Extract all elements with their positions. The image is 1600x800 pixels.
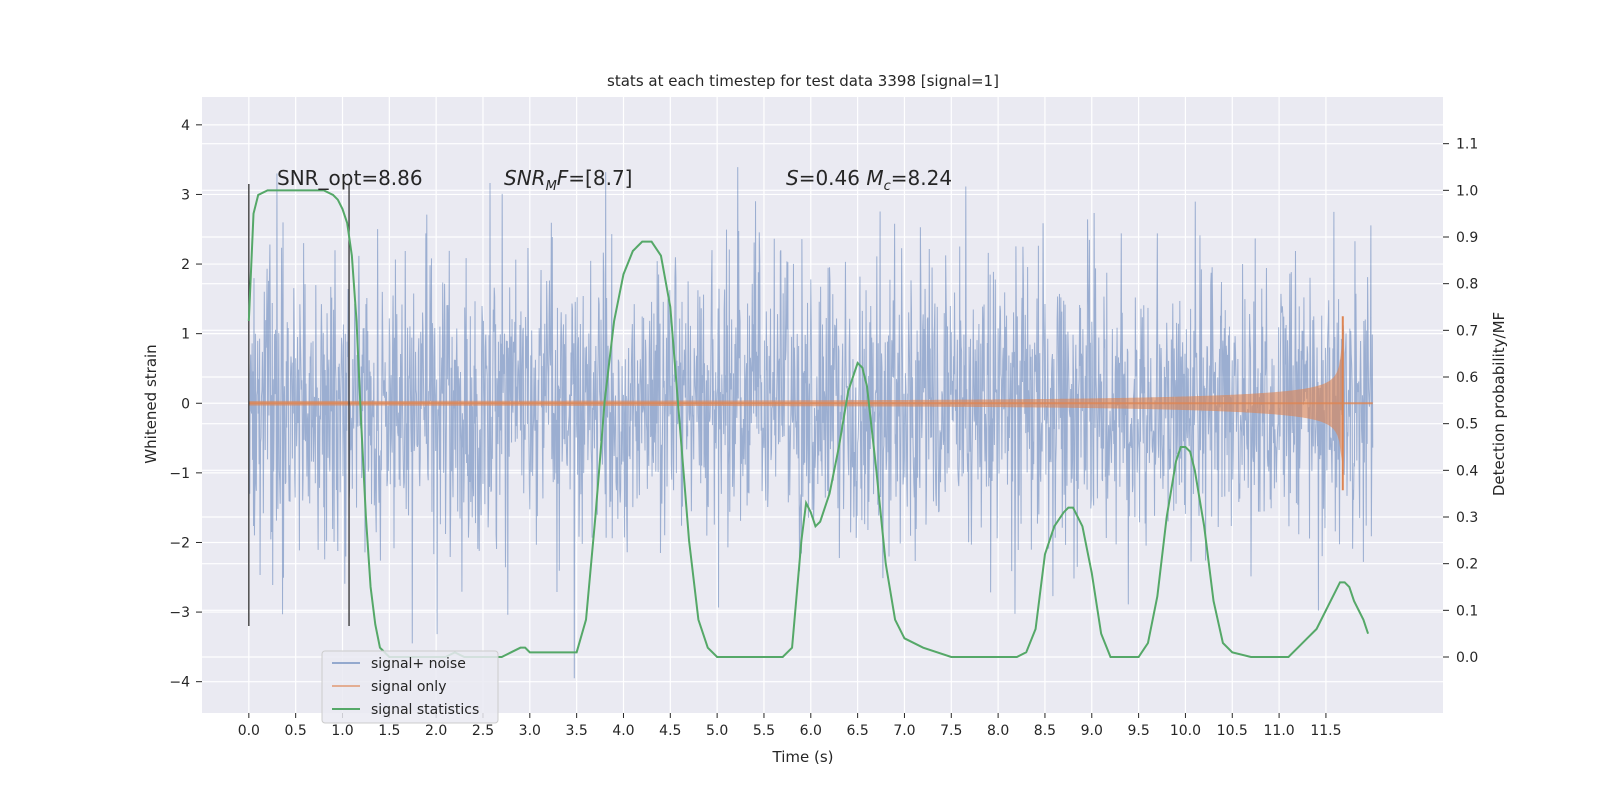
x-tick-label: 8.5 <box>1034 723 1056 739</box>
x-tick-label: 7.0 <box>893 723 915 739</box>
x-tick-label: 10.0 <box>1170 723 1201 739</box>
legend-signal-label: signal only <box>371 679 446 695</box>
signal-statistics-series <box>247 189 1370 658</box>
mc-value: =8.24 <box>891 166 952 190</box>
y-tick-label: −4 <box>169 675 190 691</box>
right-tick-label: 0.7 <box>1456 323 1478 339</box>
x-tick-label: 3.0 <box>519 723 541 739</box>
snr-symbol: SNR <box>504 166 546 190</box>
y-tick-label: −3 <box>169 605 190 621</box>
annotations: SNR_opt=8.86 SNRMF=[8.7] S=0.46 Mc=8.24 <box>277 166 952 194</box>
x-tick-label: 6.0 <box>800 723 822 739</box>
y-axis-label: Whitened strain <box>142 344 160 463</box>
x-tick-label: 8.0 <box>987 723 1009 739</box>
x-tick-label: 7.5 <box>940 723 962 739</box>
right-axis-ticks: 0.0 0.1 0.2 0.3 0.4 0.5 0.6 0.7 0.8 0.9 1.0 1.1 <box>1443 137 1478 666</box>
x-tick-label: 11.0 <box>1264 723 1295 739</box>
s-value: =0.46 <box>799 166 867 190</box>
x-tick-label: 3.5 <box>566 723 588 739</box>
right-tick-label: 0.3 <box>1456 510 1478 526</box>
m-symbol: M <box>866 166 883 190</box>
y-tick-label: −2 <box>169 535 190 551</box>
x-tick-label: 2.0 <box>425 723 447 739</box>
mf-symbol-f: F <box>557 166 569 190</box>
right-tick-label: 0.8 <box>1456 277 1478 293</box>
mf-subscript-m: M <box>546 179 557 194</box>
snr-mf-value: =[8.7] <box>568 166 632 190</box>
x-tick-label: 10.5 <box>1217 723 1248 739</box>
legend-stats-label: signal statistics <box>371 702 479 718</box>
y-tick-label: 4 <box>181 118 190 134</box>
x-tick-label: 4.5 <box>659 723 681 739</box>
x-tick-label: 6.5 <box>846 723 868 739</box>
right-tick-label: 0.5 <box>1456 417 1478 433</box>
y-tick-label: 3 <box>181 187 190 203</box>
right-tick-label: 0.2 <box>1456 557 1478 573</box>
annotation-s-mc: S=0.46 Mc=8.24 <box>786 166 952 194</box>
y-tick-label: 2 <box>181 257 190 273</box>
legend-noise-label: signal+ noise <box>371 656 466 672</box>
legend: signal+ noise signal only signal statist… <box>321 650 499 724</box>
x-axis-label: Time (s) <box>772 748 834 766</box>
snr-opt-text: SNR_opt=8.86 <box>277 166 423 190</box>
x-axis-ticks: 0.0 0.5 1.0 1.5 2.0 2.5 3.0 3.5 4.0 4.5 5.0 5.5 6.0 6… <box>238 713 1342 739</box>
signal-only-series <box>248 316 1373 491</box>
right-tick-label: 1.1 <box>1456 137 1478 153</box>
right-tick-label: 0.6 <box>1456 370 1478 386</box>
right-tick-label: 0.4 <box>1456 463 1478 479</box>
x-tick-label: 4.0 <box>612 723 634 739</box>
y-tick-label: 0 <box>181 396 190 412</box>
y-tick-label: 1 <box>181 327 190 343</box>
x-tick-label: 11.5 <box>1310 723 1341 739</box>
y-tick-label: −1 <box>169 466 190 482</box>
right-axis-label: Detection probability/MF <box>1490 312 1508 496</box>
x-tick-label: 1.5 <box>378 723 400 739</box>
signal-plus-noise-series <box>248 167 1374 679</box>
vertical-markers <box>248 184 350 626</box>
annotation-snr-mf: SNRMF=[8.7] <box>504 166 632 194</box>
x-tick-label: 5.5 <box>753 723 775 739</box>
x-tick-label: 9.0 <box>1081 723 1103 739</box>
x-tick-label: 1.0 <box>331 723 353 739</box>
annotation-snr-opt: SNR_opt=8.86 <box>277 166 423 190</box>
legend-box <box>321 650 499 724</box>
right-tick-label: 0.1 <box>1456 603 1478 619</box>
y-axis-ticks: −4 −3 −2 −1 0 1 2 3 4 <box>169 118 202 691</box>
noise-trace <box>248 167 1374 679</box>
x-tick-label: 0.0 <box>238 723 260 739</box>
x-tick-label: 0.5 <box>285 723 307 739</box>
right-tick-label: 0.0 <box>1456 650 1478 666</box>
c-subscript: c <box>884 179 891 194</box>
right-tick-label: 0.9 <box>1456 230 1478 246</box>
x-tick-label: 5.0 <box>706 723 728 739</box>
chart-title: stats at each timestep for test data 339… <box>607 72 999 90</box>
x-tick-label: 9.5 <box>1127 723 1149 739</box>
statistics-line <box>247 189 1370 658</box>
right-tick-label: 1.0 <box>1456 183 1478 199</box>
x-tick-label: 2.5 <box>472 723 494 739</box>
s-symbol: S <box>786 166 799 190</box>
